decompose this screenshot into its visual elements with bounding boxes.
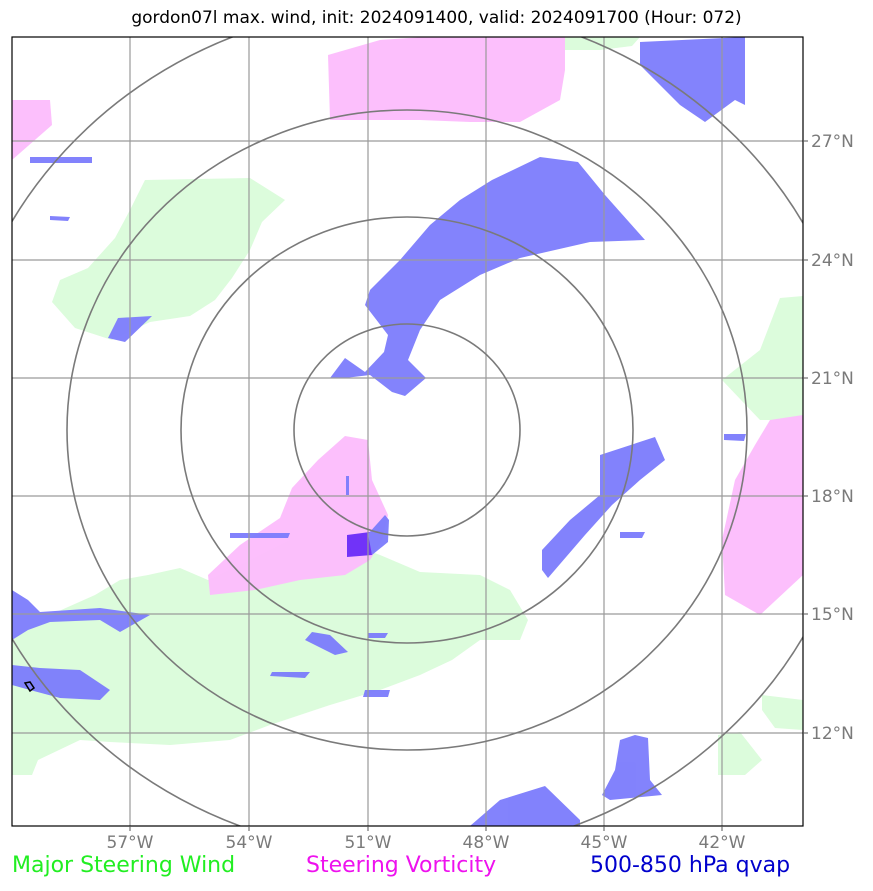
- steering-vorticity-areas: [12, 37, 803, 615]
- y-tick-label: 12°N: [811, 724, 854, 744]
- coastline: [23, 681, 36, 693]
- steering-wind-areas: [12, 37, 803, 775]
- y-tick-label: 24°N: [811, 251, 854, 271]
- map-layers: [12, 37, 803, 826]
- y-tick-label: 15°N: [811, 605, 854, 625]
- legend-steering-wind: Major Steering Wind: [12, 853, 236, 878]
- y-tick-label: 27°N: [811, 132, 854, 152]
- x-tick-label: 57°W: [107, 833, 154, 853]
- x-tick-label: 45°W: [581, 833, 628, 853]
- x-tick-label: 51°W: [345, 833, 392, 853]
- y-tick-label: 18°N: [811, 487, 854, 507]
- tick-marks: [129, 140, 808, 831]
- legend-qvap: 500-850 hPa qvap: [590, 853, 791, 878]
- x-tick-label: 54°W: [226, 833, 273, 853]
- y-axis-labels: 27°N 24°N 21°N 18°N 15°N 12°N: [811, 132, 854, 744]
- y-tick-label: 21°N: [811, 369, 854, 389]
- range-rings: [12, 37, 803, 826]
- qvap-areas: [12, 37, 746, 826]
- plot-frame: [11, 36, 804, 827]
- x-tick-label: 42°W: [699, 833, 746, 853]
- x-axis-labels: 57°W 54°W 51°W 48°W 45°W 42°W: [107, 833, 746, 853]
- graticule: [12, 37, 803, 826]
- map-title: gordon07l max. wind, init: 2024091400, v…: [131, 8, 742, 28]
- legend-steering-vorticity: Steering Vorticity: [306, 853, 497, 878]
- x-tick-label: 48°W: [463, 833, 510, 853]
